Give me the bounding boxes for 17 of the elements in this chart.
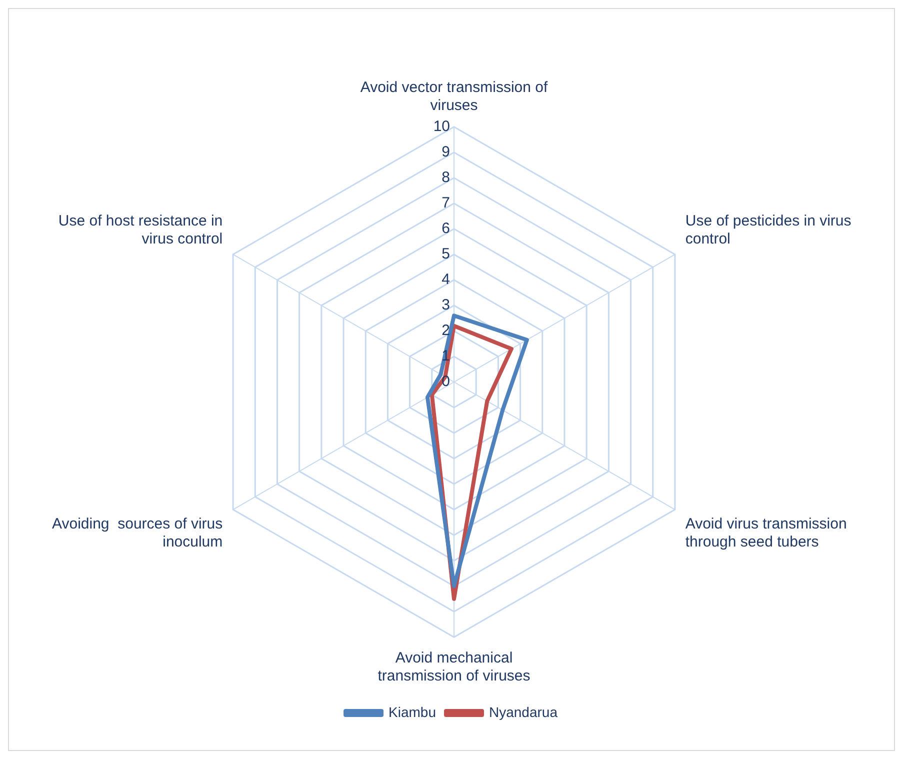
spoke-label: Use of pesticides in virus control	[685, 212, 852, 248]
y-tick-label: 4	[442, 271, 450, 288]
y-tick-label: 9	[442, 144, 450, 161]
y-tick-label: 8	[442, 169, 450, 186]
y-tick-label: 6	[442, 220, 450, 238]
spoke-label: Use of host resistance in virus control	[58, 212, 223, 248]
spoke-label: Avoid virus transmission through seed tubers	[685, 516, 847, 551]
y-tick-label: 0	[442, 373, 450, 390]
y-tick-label: 5	[442, 246, 450, 263]
spoke-label: Avoid vector transmission of viruses	[360, 78, 548, 114]
legend-label: Kiambu	[388, 704, 436, 720]
legend-label: Nyandarua	[488, 704, 558, 720]
y-tick-label: 7	[442, 194, 450, 212]
spoke-label: Avoid mechanical transmission of viruses	[378, 649, 530, 684]
spoke-label: Avoiding sources of virus inoculum	[52, 516, 223, 551]
y-tick-label: 10	[433, 118, 450, 135]
y-tick-label: 3	[442, 296, 450, 314]
